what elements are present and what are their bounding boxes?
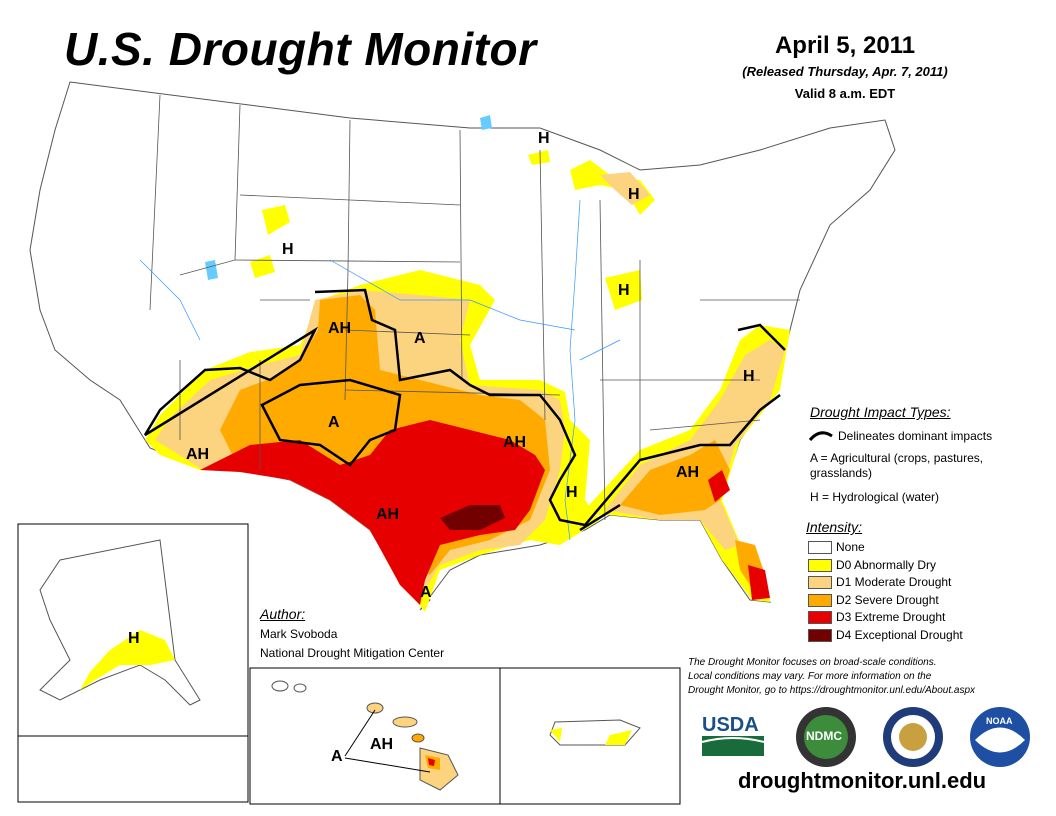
author-name: Mark Svoboda: [260, 627, 338, 641]
intensity-swatch: [808, 558, 832, 572]
label-h-carolina: H: [743, 368, 755, 385]
intensity-heading: Intensity:: [806, 519, 863, 535]
d0-area-indiana: [605, 270, 642, 310]
intensity-label: D3 Extreme Drought: [836, 610, 946, 625]
release-date: (Released Thursday, Apr. 7, 2011): [742, 64, 948, 79]
hydrological-text: H = Hydrological (water): [810, 490, 940, 504]
label-a-kansas: A: [414, 330, 426, 347]
label-a-hawaii: A: [331, 748, 343, 765]
intensity-label: D2 Severe Drought: [836, 592, 939, 607]
d3-area-texas: [200, 420, 545, 605]
alaska-inset-lower: [17, 735, 249, 803]
usda-logo-text: USDA: [702, 714, 759, 736]
label-a-texas-south: A: [420, 584, 432, 601]
intensity-label: None: [836, 540, 865, 554]
label-a-new-mexico: A: [328, 414, 340, 431]
d3-area-florida: [748, 565, 770, 600]
label-h-wyoming: H: [282, 241, 294, 258]
label-ah-hawaii: AH: [370, 736, 394, 753]
author-organization: National Drought Mitigation Center: [260, 646, 445, 660]
label-ah-georgia: AH: [676, 464, 700, 481]
author-heading: Author:: [260, 606, 306, 622]
impact-line-swatch: [808, 431, 833, 442]
intensity-swatch: [808, 629, 832, 642]
map-date: April 5, 2011: [774, 32, 916, 59]
d0-area-minnesota: [528, 150, 550, 165]
noaa-logo-text: NOAA: [986, 716, 1013, 726]
puerto-rico-d0: [605, 730, 632, 745]
impact-types-heading: Drought Impact Types:: [810, 404, 951, 420]
ndmc-logo-text: NDMC: [806, 729, 842, 743]
state-boundaries: [149, 94, 800, 521]
disclaimer-line-3: Drought Monitor, go to https://droughtmo…: [688, 685, 976, 696]
puerto-rico-d0-west: [550, 728, 562, 742]
usda-logo: [701, 736, 765, 756]
label-h-michigan-low: H: [628, 186, 640, 203]
d1-area-michigan: [600, 172, 650, 205]
label-ah-oklahoma: AH: [503, 434, 527, 451]
website-link[interactable]: droughtmonitor.unl.edu: [738, 768, 987, 793]
disclaimer-line-2: Local conditions may vary. For more info…: [688, 671, 932, 682]
map-title: U.S. Drought Monitor: [64, 23, 537, 75]
alaska-d0: [80, 630, 175, 690]
intensity-label: D1 Moderate Drought: [836, 575, 952, 590]
agricultural-text-2: grasslands): [810, 466, 873, 480]
commerce-logo: [883, 707, 943, 767]
intensity-swatch: [808, 541, 832, 554]
label-h-alaska: H: [128, 630, 140, 647]
valid-time: Valid 8 a.m. EDT: [794, 86, 896, 101]
lake-feature-mn: [480, 115, 492, 130]
hawaii-d3: [428, 758, 435, 766]
label-h-ohio: H: [618, 282, 630, 299]
label-h-mississippi: H: [566, 484, 578, 501]
hawaii-inset: [249, 667, 501, 805]
disclaimer-line-1: The Drought Monitor focuses on broad-sca…: [688, 657, 937, 668]
ndmc-logo: [796, 707, 856, 767]
label-h-michigan-up: H: [538, 130, 550, 147]
rivers: [139, 199, 621, 541]
d3-area-georgia: [708, 470, 730, 502]
intensity-swatch: [808, 593, 832, 607]
agricultural-text-1: A = Agricultural (crops, pastures,: [810, 451, 984, 465]
intensity-label: D0 Abnormally Dry: [836, 557, 937, 572]
label-ah-texas: AH: [376, 506, 400, 523]
intensity-label: D4 Exceptional Drought: [836, 628, 963, 642]
hawaii-pointers: [344, 709, 431, 773]
intensity-swatch: [808, 611, 832, 625]
great-salt-lake: [205, 260, 218, 280]
d0-area-wyoming: [250, 205, 290, 278]
noaa-logo: [970, 707, 1030, 767]
label-ah-colorado: AH: [328, 320, 352, 337]
impact-delineates-text: Delineates dominant impacts: [838, 429, 993, 443]
d2-area-southeast: [620, 440, 730, 515]
disclaimer: The Drought Monitor focuses on broad-sca…: [688, 656, 1028, 698]
d4-area-texas: [440, 505, 505, 530]
label-ah-arizona: AH: [186, 446, 210, 463]
alaska-land: [39, 539, 201, 706]
impact-boundaries: [143, 288, 786, 532]
intensity-swatch: [808, 576, 832, 590]
